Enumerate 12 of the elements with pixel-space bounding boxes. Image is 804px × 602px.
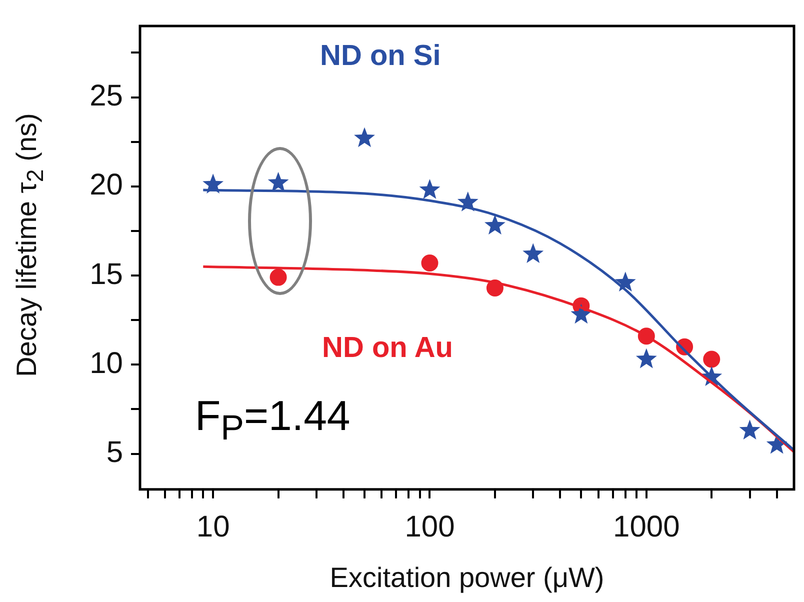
y-tick-label: 25 [90,80,123,113]
text: ND on Si [320,40,441,73]
annotation: F$_{P}$=1.44 [195,392,350,448]
y-tick-label: 5 [106,436,123,470]
series-label: ND on Au [322,332,454,365]
y-tick-label: 20 [90,168,123,202]
x-axis-title: Excitation power (μW) [330,562,604,593]
x-tick-label: 100 [404,510,455,544]
x-tick-label: 10 [196,510,230,544]
x-tick-label: 1000 [613,510,680,544]
y-tick-label: 10 [90,346,123,380]
y-tick-label: 15 [90,258,123,291]
